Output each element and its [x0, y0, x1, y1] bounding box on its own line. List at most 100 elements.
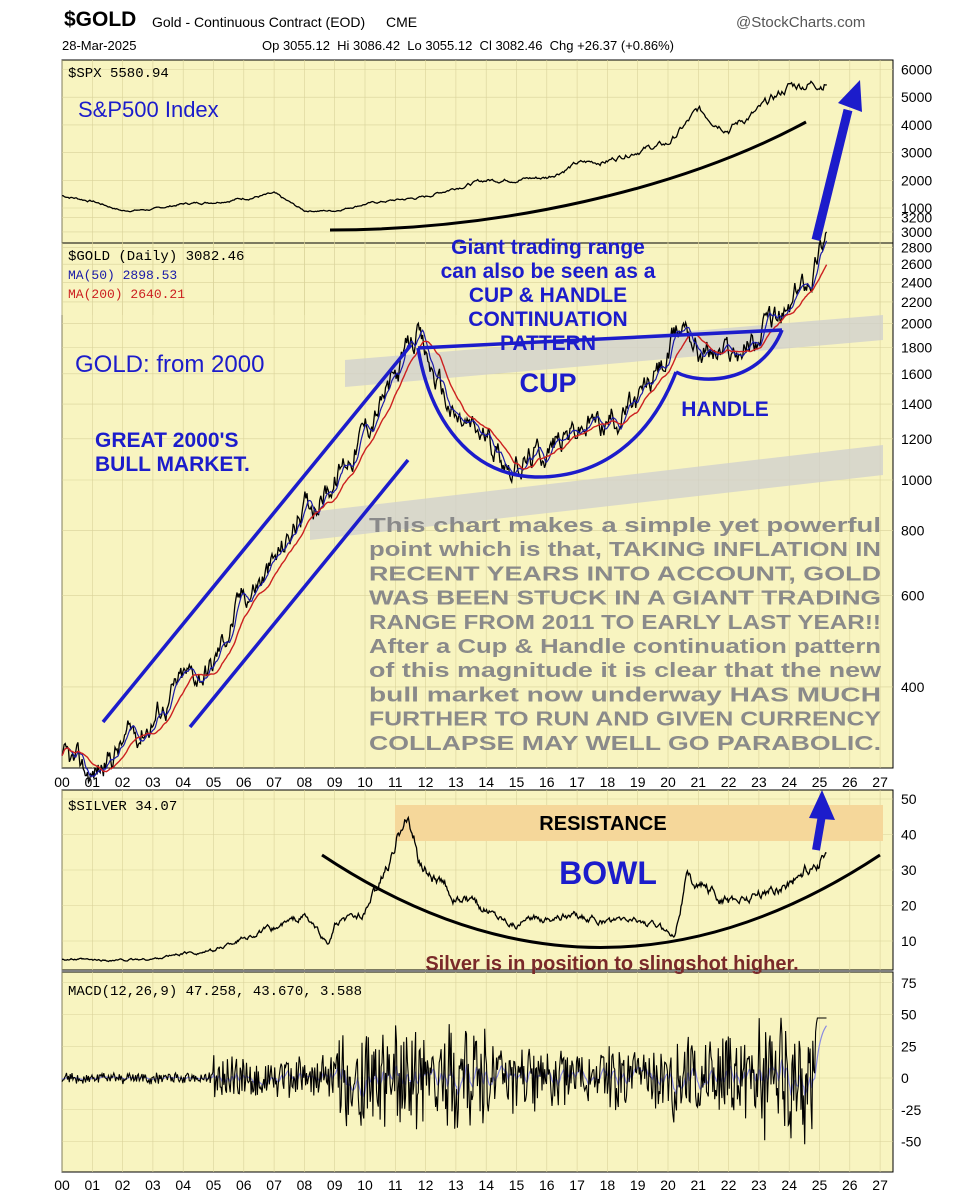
bull-market-label: BULL MARKET.: [95, 453, 250, 476]
gold-y-tick: 1200: [901, 431, 932, 447]
x-tick-label: 25: [812, 1177, 828, 1193]
x-tick-label: 00: [54, 1177, 70, 1193]
gold-y-tick: 1000: [901, 472, 932, 488]
x-tick-label: 22: [721, 774, 737, 790]
chart-symbol: $GOLD: [64, 8, 137, 31]
x-tick-label: 23: [751, 1177, 767, 1193]
chart-date: 28-Mar-2025: [62, 38, 137, 53]
channel-upper-line: [101, 343, 413, 724]
lower-range-band: [310, 445, 883, 540]
bowl-label: BOWL: [559, 855, 657, 891]
macd-y-tick: -25: [901, 1102, 921, 1118]
spx-up-arrow-shaft: [811, 108, 853, 242]
macd-legend: MACD(12,26,9) 47.258, 43.670, 3.588: [68, 984, 362, 1000]
x-tick-label: 17: [569, 1177, 585, 1193]
x-tick-label: 01: [85, 1177, 101, 1193]
x-tick-label: 02: [115, 1177, 131, 1193]
silver-y-tick: 50: [901, 791, 917, 807]
x-tick-label: 08: [297, 774, 313, 790]
x-tick-label: 13: [448, 774, 464, 790]
x-tick-label: 07: [266, 1177, 282, 1193]
handle-curve: [675, 329, 784, 381]
chart-name: Gold - Continuous Contract (EOD): [152, 14, 366, 30]
silver-legend: $SILVER 34.07: [68, 799, 177, 815]
macd-y-tick: 0: [901, 1070, 909, 1086]
cup-label: CUP: [519, 368, 576, 398]
x-tick-label: 12: [418, 1177, 434, 1193]
x-tick-label: 07: [266, 774, 282, 790]
spx-title: S&P500 Index: [78, 97, 219, 122]
x-tick-label: 10: [357, 774, 373, 790]
gold-y-tick: 3200: [901, 209, 932, 225]
resistance-label: RESISTANCE: [539, 813, 666, 835]
range-note-line: CONTINUATION: [468, 308, 627, 331]
x-tick-label: 06: [236, 774, 252, 790]
macd-line: [61, 1017, 827, 1145]
spx-y-tick: 3000: [901, 145, 932, 161]
macd-y-tick: -50: [901, 1134, 921, 1150]
x-tick-label: 23: [751, 774, 767, 790]
silver-up-arrow-head: [809, 790, 835, 820]
commentary-line: RECENT YEARS INTO ACCOUNT, GOLD: [369, 563, 881, 585]
silver-y-tick: 10: [901, 933, 917, 949]
range-note-line: CUP & HANDLE: [469, 284, 627, 307]
range-note-line: can also be seen as a: [441, 260, 656, 283]
chart-exchange: CME: [386, 14, 418, 30]
x-tick-label: 24: [781, 774, 797, 790]
x-tick-label: 19: [630, 1177, 646, 1193]
gold-y-tick: 1600: [901, 366, 932, 382]
x-tick-label: 09: [327, 1177, 343, 1193]
x-tick-label: 24: [781, 1177, 797, 1193]
gold-y-tick: 2600: [901, 256, 932, 272]
silver-note: Silver is in position to slingshot highe…: [425, 953, 798, 975]
commentary-line: point which is that, TAKING INFLATION IN: [369, 539, 881, 561]
gold-ma50-line: [61, 240, 828, 778]
x-tick-label: 02: [115, 774, 131, 790]
gold-ma200-line: [61, 264, 828, 773]
spx-y-tick: 1000: [901, 200, 932, 216]
x-tick-label: 11: [388, 774, 403, 790]
gold-y-tick: 2800: [901, 239, 932, 255]
x-tick-label: 13: [448, 1177, 464, 1193]
gold-y-tick: 2200: [901, 294, 932, 310]
bowl-curve: [321, 853, 881, 949]
x-tick-label: 08: [297, 1177, 313, 1193]
gold-y-tick: 2400: [901, 274, 932, 290]
x-tick-label: 11: [388, 1177, 403, 1193]
bull-market-label: GREAT 2000'S: [95, 429, 239, 452]
spx-y-tick: 2000: [901, 172, 932, 188]
x-tick-label: 05: [206, 774, 222, 790]
cup-curve: [416, 347, 678, 479]
ma50-legend: MA(50) 2898.53: [68, 268, 177, 283]
x-tick-label: 16: [539, 1177, 555, 1193]
gold-legend: $GOLD (Daily) 3082.46: [68, 249, 244, 265]
spx-legend: $SPX 5580.94: [68, 66, 169, 82]
gold-y-tick: 800: [901, 522, 925, 538]
x-tick-label: 27: [872, 1177, 888, 1193]
commentary-line: bull market now underway HAS MUCH: [369, 684, 881, 706]
commentary-line: COLLAPSE MAY WELL GO PARABOLIC.: [369, 733, 881, 755]
spx-support-curve: [329, 120, 807, 232]
x-tick-label: 26: [842, 1177, 858, 1193]
x-tick-label: 06: [236, 1177, 252, 1193]
x-tick-label: 03: [145, 774, 161, 790]
x-tick-label: 21: [691, 774, 707, 790]
spx-y-tick: 5000: [901, 89, 932, 105]
x-tick-label: 10: [357, 1177, 373, 1193]
gold-price-line: [61, 231, 828, 785]
macd-y-tick: 50: [901, 1007, 917, 1023]
x-tick-label: 22: [721, 1177, 737, 1193]
ohlc-readout: Op 3055.12 Hi 3086.42 Lo 3055.12 Cl 3082…: [262, 38, 674, 53]
silver-y-tick: 30: [901, 862, 917, 878]
spx-y-tick: 6000: [901, 62, 932, 78]
gold-y-tick: 400: [901, 679, 925, 695]
x-tick-label: 20: [660, 774, 676, 790]
spx-y-tick: 4000: [901, 117, 932, 133]
gold-y-tick: 1800: [901, 339, 932, 355]
x-tick-label: 20: [660, 1177, 676, 1193]
handle-label: HANDLE: [681, 398, 769, 421]
gold-y-tick: 1400: [901, 396, 932, 412]
commentary-line: After a Cup & Handle continuation patter…: [369, 636, 881, 658]
x-tick-label: 18: [600, 1177, 616, 1193]
